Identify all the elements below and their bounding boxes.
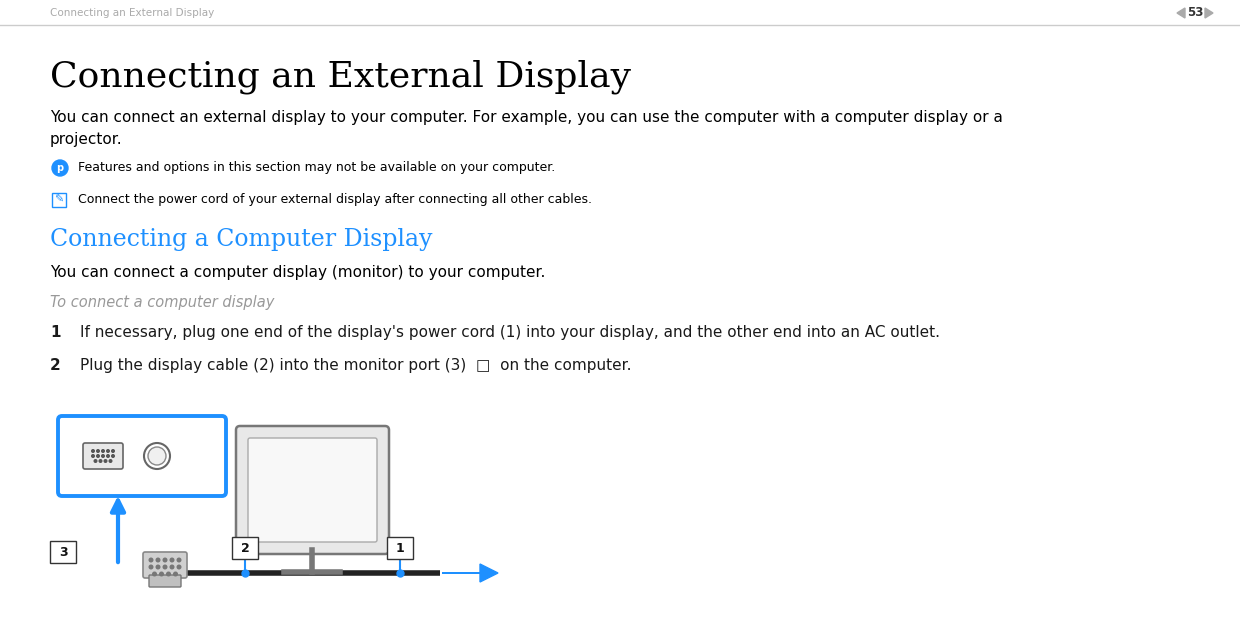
Circle shape: [107, 450, 109, 452]
FancyBboxPatch shape: [232, 537, 258, 559]
Circle shape: [174, 572, 177, 576]
Text: You can connect a computer display (monitor) to your computer.: You can connect a computer display (moni…: [50, 265, 546, 280]
Circle shape: [156, 558, 160, 562]
Circle shape: [166, 572, 170, 576]
Text: 2: 2: [241, 542, 249, 555]
FancyBboxPatch shape: [143, 552, 187, 578]
Circle shape: [149, 565, 153, 569]
Circle shape: [170, 565, 174, 569]
Circle shape: [149, 558, 153, 562]
Circle shape: [104, 460, 107, 462]
Circle shape: [160, 572, 164, 576]
Text: 1: 1: [396, 542, 404, 555]
Text: Connecting an External Display: Connecting an External Display: [50, 60, 631, 94]
FancyBboxPatch shape: [50, 541, 76, 563]
Text: To connect a computer display: To connect a computer display: [50, 295, 274, 310]
Circle shape: [99, 460, 102, 462]
Polygon shape: [1205, 8, 1213, 18]
Circle shape: [97, 455, 99, 457]
Text: 53: 53: [1187, 6, 1203, 19]
Circle shape: [164, 558, 167, 562]
Text: ✎: ✎: [55, 195, 63, 205]
Circle shape: [164, 565, 167, 569]
FancyBboxPatch shape: [248, 438, 377, 542]
FancyBboxPatch shape: [58, 416, 226, 496]
Circle shape: [148, 447, 166, 465]
Circle shape: [97, 450, 99, 452]
Text: Connect the power cord of your external display after connecting all other cable: Connect the power cord of your external …: [78, 194, 591, 206]
Text: Connecting a Computer Display: Connecting a Computer Display: [50, 228, 433, 251]
Circle shape: [170, 558, 174, 562]
Circle shape: [92, 455, 94, 457]
Text: 1: 1: [50, 325, 61, 340]
FancyBboxPatch shape: [83, 443, 123, 469]
Circle shape: [112, 450, 114, 452]
Circle shape: [153, 572, 156, 576]
Circle shape: [177, 565, 181, 569]
FancyBboxPatch shape: [387, 537, 413, 559]
Text: p: p: [57, 163, 63, 173]
Circle shape: [92, 450, 94, 452]
Circle shape: [109, 460, 112, 462]
Circle shape: [107, 455, 109, 457]
Circle shape: [102, 455, 104, 457]
Text: 3: 3: [58, 547, 67, 560]
FancyArrow shape: [441, 564, 498, 582]
Circle shape: [156, 565, 160, 569]
Polygon shape: [1177, 8, 1185, 18]
Circle shape: [52, 160, 68, 176]
Text: You can connect an external display to your computer. For example, you can use t: You can connect an external display to y…: [50, 110, 1003, 147]
FancyBboxPatch shape: [236, 426, 389, 554]
Circle shape: [144, 443, 170, 469]
Circle shape: [177, 558, 181, 562]
Circle shape: [102, 450, 104, 452]
Circle shape: [94, 460, 97, 462]
FancyBboxPatch shape: [52, 193, 66, 207]
FancyBboxPatch shape: [149, 575, 181, 587]
Circle shape: [112, 455, 114, 457]
Text: 2: 2: [50, 358, 61, 373]
Text: Connecting an External Display: Connecting an External Display: [50, 8, 215, 18]
Text: Features and options in this section may not be available on your computer.: Features and options in this section may…: [78, 162, 556, 174]
Text: If necessary, plug one end of the display's power cord (1) into your display, an: If necessary, plug one end of the displa…: [81, 325, 940, 340]
Text: Plug the display cable (2) into the monitor port (3)  □  on the computer.: Plug the display cable (2) into the moni…: [81, 358, 631, 373]
